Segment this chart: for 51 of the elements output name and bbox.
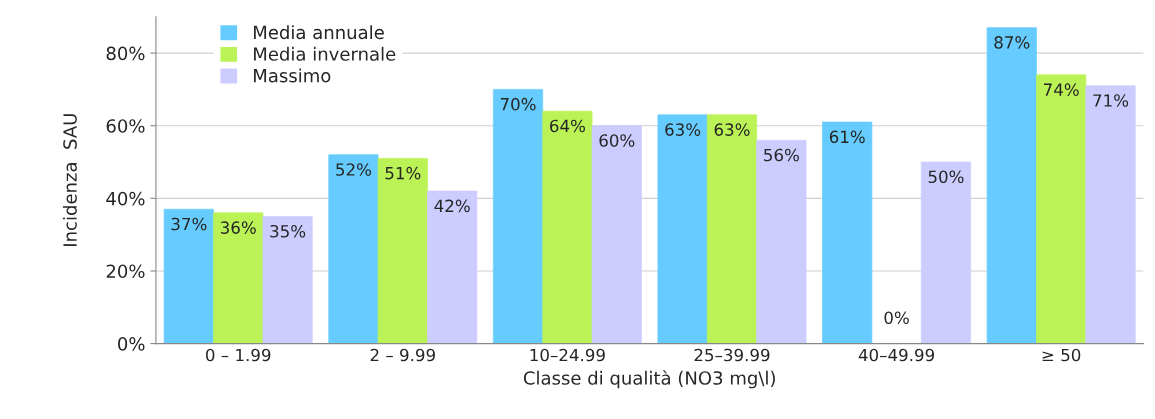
data-label: 64% bbox=[550, 119, 585, 133]
data-label: 36% bbox=[220, 221, 256, 234]
data-label: 60% bbox=[599, 134, 635, 147]
x-tick-label: 40–49.99 bbox=[858, 348, 935, 362]
data-label: 61% bbox=[829, 130, 865, 144]
data-label: 71% bbox=[1093, 94, 1129, 107]
bar bbox=[657, 114, 708, 344]
y-axis-title: Incidenza SAU bbox=[62, 114, 77, 246]
x-tick-label: ≥ 50 bbox=[1042, 348, 1081, 362]
x-tick-label: 25–39.99 bbox=[694, 348, 770, 362]
bar bbox=[377, 158, 428, 344]
legend-label: Media annuale bbox=[254, 25, 384, 40]
data-label: 87% bbox=[994, 36, 1030, 49]
data-label: 52% bbox=[336, 163, 372, 176]
bar bbox=[706, 114, 758, 344]
y-tick-label: 0% bbox=[118, 337, 145, 351]
y-tick-label: 40% bbox=[106, 191, 145, 206]
y-tick-label: 80% bbox=[106, 46, 145, 61]
bar bbox=[920, 161, 971, 344]
legend-label: Massimo bbox=[254, 68, 331, 83]
bar bbox=[822, 121, 873, 344]
data-label: 56% bbox=[764, 148, 799, 162]
data-label: 63% bbox=[714, 123, 750, 136]
data-label: 51% bbox=[385, 166, 421, 180]
data-label: 70% bbox=[500, 97, 536, 111]
y-tick-label: 60% bbox=[106, 119, 145, 133]
y-tick-label: 20% bbox=[106, 264, 145, 279]
data-label: 74% bbox=[1044, 83, 1079, 96]
data-label: 50% bbox=[928, 170, 964, 184]
bar bbox=[262, 216, 313, 344]
bar bbox=[427, 190, 478, 344]
data-label: 42% bbox=[434, 199, 470, 213]
data-label: 37% bbox=[171, 217, 207, 231]
x-tick-label: 0 – 1.99 bbox=[206, 348, 271, 362]
x-tick-label: 2 – 9.99 bbox=[370, 348, 435, 362]
bar bbox=[492, 89, 544, 344]
data-label: 0% bbox=[884, 311, 909, 325]
bar bbox=[1036, 74, 1087, 344]
bar bbox=[213, 212, 264, 344]
bar bbox=[986, 27, 1037, 344]
bar bbox=[542, 110, 593, 344]
data-label: 35% bbox=[270, 224, 306, 238]
bar bbox=[328, 154, 379, 344]
data-label: 63% bbox=[665, 123, 701, 136]
x-tick-label: 10–24.99 bbox=[530, 348, 605, 362]
x-axis-title: Classe di qualità (NO3 mg\l) bbox=[523, 370, 775, 389]
bar bbox=[163, 208, 214, 344]
bar bbox=[756, 139, 807, 344]
bar bbox=[591, 125, 642, 344]
legend-label: Media invernale bbox=[254, 46, 396, 61]
bar bbox=[1085, 85, 1136, 344]
